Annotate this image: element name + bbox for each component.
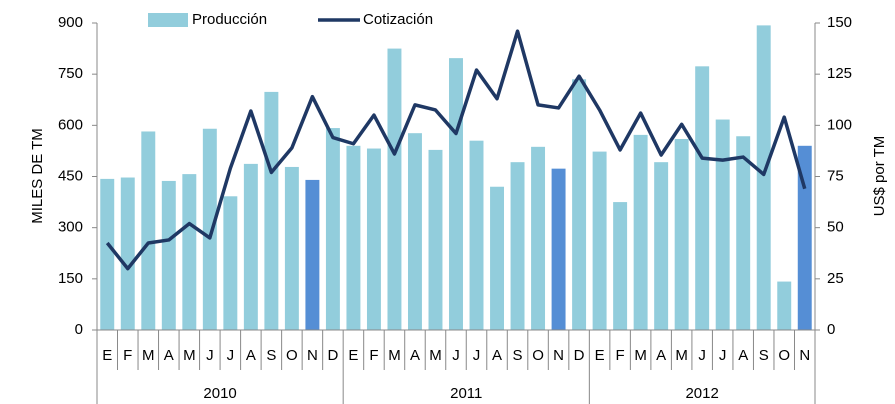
bar [490,186,505,330]
y-tick-label: 0 [75,321,83,338]
x-tick-label: N [553,347,564,364]
bar [325,128,340,330]
bar [407,133,422,330]
bar [305,179,320,330]
bar [202,128,217,330]
bar [264,91,279,330]
y2-tick-label: 100 [827,116,852,133]
group-label: 2012 [685,385,718,402]
legend-label: Cotización [363,11,433,28]
x-tick-label: S [266,347,276,364]
x-tick-label: O [778,347,790,364]
x-tick-label: M [388,347,401,364]
bar [346,145,361,330]
x-tick-label: M [634,347,647,364]
x-tick-label: A [738,347,748,364]
y-tick-label: 750 [58,65,83,82]
x-tick-label: A [656,347,666,364]
bar [572,79,587,331]
legend-label: Producción [192,11,267,28]
bar [161,180,176,330]
x-tick-label: M [429,347,442,364]
x-tick-label: A [410,347,420,364]
line [105,29,807,271]
y2-tick-label: 125 [827,65,852,82]
y-tick-label: 600 [58,116,83,133]
bar [120,177,135,330]
y2-axis-title: US$ por TM [871,136,888,217]
x-tick-label: J [206,347,214,364]
y-tick-label: 150 [58,270,83,287]
bar [182,174,197,330]
bar [100,178,115,330]
bar [551,168,566,330]
x-tick-label: E [348,347,358,364]
x-tick-label: N [307,347,318,364]
y2-tick-label: 0 [827,321,835,338]
x-tick-label: A [164,347,174,364]
x-tick-label: J [227,347,235,364]
x-tick-label: D [574,347,585,364]
y-axis-title: MILES DE TM [29,128,46,224]
x-tick-label: J [719,347,727,364]
bar [797,145,812,330]
bar [469,140,484,330]
bar [695,66,710,331]
x-tick-label: M [675,347,688,364]
bar [756,25,771,330]
y2-tick-label: 50 [827,219,844,236]
bar [284,166,299,330]
x-tick-label: S [513,347,523,364]
x-tick-label: O [286,347,298,364]
x-tick-label: S [759,347,769,364]
y2-tick-label: 25 [827,270,844,287]
bar [777,281,792,330]
bar [531,146,546,330]
bar [387,48,402,330]
bar [510,162,525,330]
y-tick-label: 450 [58,167,83,184]
bar [633,134,648,330]
bar [592,151,607,330]
group-label: 2010 [203,385,236,402]
x-tick-label: J [698,347,706,364]
y-tick-label: 900 [58,14,83,31]
x-tick-label: E [102,347,112,364]
bar [674,138,689,330]
bar [715,119,730,330]
x-tick-label: N [799,347,810,364]
legend-swatch [148,13,188,27]
x-tick-label: F [369,347,378,364]
bar [449,58,463,330]
x-tick-label: E [595,347,605,364]
y2-tick-label: 150 [827,14,852,31]
x-tick-label: M [142,347,155,364]
x-tick-label: A [246,347,256,364]
x-tick-label: O [532,347,544,364]
group-label: 2011 [450,385,482,402]
y-tick-label: 300 [58,219,83,236]
bar [223,196,238,330]
bar [366,148,381,330]
bar [243,163,258,330]
x-tick-label: J [473,347,481,364]
x-tick-label: F [123,347,132,364]
bar [613,202,628,330]
bar [736,136,751,330]
y2-tick-label: 75 [827,167,844,184]
x-tick-label: F [616,347,625,364]
x-tick-label: M [183,347,196,364]
x-tick-label: D [327,347,338,364]
x-tick-label: J [452,347,460,364]
bar [141,131,156,330]
x-tick-label: A [492,347,502,364]
bar [654,162,669,330]
bar [428,149,443,330]
